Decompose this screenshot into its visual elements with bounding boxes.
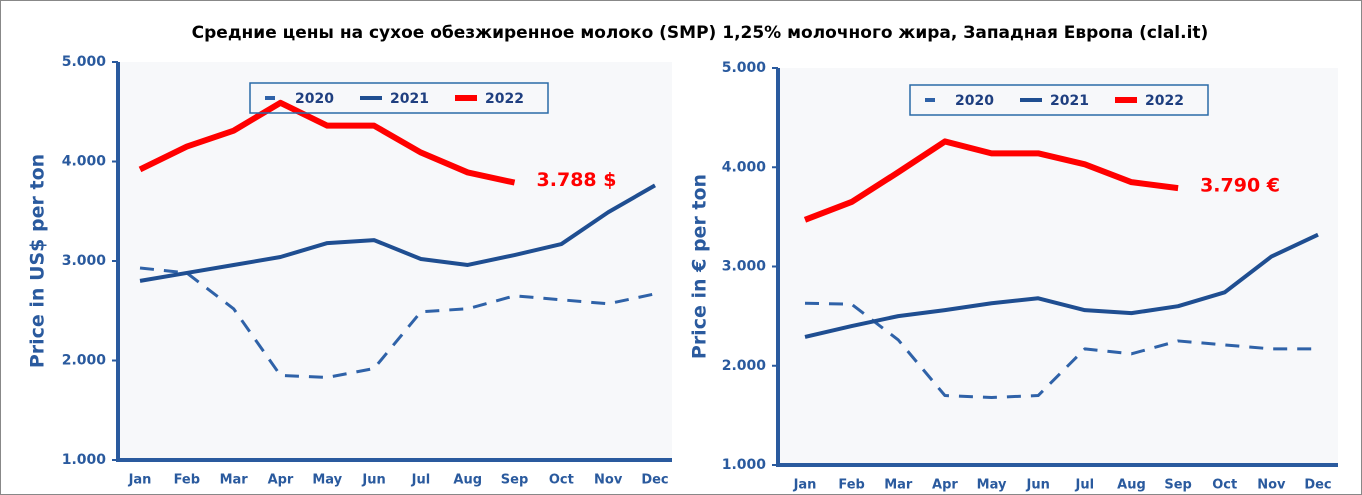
x-tick-label: May [977,478,1007,493]
legend-label: 2022 [485,91,524,107]
y-tick-label: 2.000 [722,358,767,374]
annotation: 3.790 € [1200,175,1280,197]
x-tick-label: Jan [128,473,152,488]
x-tick-label: Mar [220,473,249,488]
x-tick-label: Jan [793,478,817,493]
series-line [139,183,656,283]
x-tick-label: Nov [594,473,623,488]
x-tick-label: Dec [641,473,668,488]
series-line [804,301,1318,400]
legend-label: 2021 [390,91,429,107]
x-tick-label: Nov [1257,478,1286,493]
x-tick-label: Sep [1164,478,1192,493]
series-line [138,99,516,186]
plot-area [118,62,672,460]
y-tick-label: 1.000 [722,457,767,473]
legend-box [249,82,549,114]
x-tick-label: Apr [932,478,958,493]
x-tick-label: May [312,473,342,488]
y-axis-label: Price in US$ per ton [27,154,49,368]
y-tick-label: 5.000 [62,54,107,70]
y-tick-label: 4.000 [722,159,767,175]
legend-box [909,84,1209,116]
x-tick-label: Mar [884,478,913,493]
x-tick-label: Feb [174,473,200,488]
legend-label: 2020 [295,91,334,107]
legend-label: 2022 [1145,93,1184,109]
annotation: 3.788 $ [537,169,617,191]
y-tick-label: 2.000 [62,353,107,369]
y-tick-label: 3.000 [62,253,107,269]
y-axis-label: Price in € per ton [689,174,711,359]
plot-area [778,68,1338,465]
x-tick-label: Oct [1212,478,1237,493]
series-line [804,232,1319,339]
x-tick-label: Aug [453,473,482,488]
x-tick-label: Jul [411,473,431,488]
x-tick-label: Sep [501,473,529,488]
series-line [803,138,1179,223]
y-tick-label: 3.000 [722,259,767,275]
main-title: Средние цены на сухое обезжиренное молок… [192,23,1209,43]
x-tick-label: Jun [1026,478,1050,493]
y-tick-label: 1.000 [62,452,107,468]
series-line [139,266,656,379]
x-tick-label: Jun [361,473,385,488]
x-tick-label: Apr [268,473,294,488]
x-tick-label: Dec [1304,478,1331,493]
y-tick-label: 4.000 [62,154,107,170]
legend-label: 2020 [955,93,994,109]
x-tick-label: Jul [1075,478,1095,493]
y-tick-label: 5.000 [722,60,767,76]
x-tick-label: Feb [838,478,864,493]
x-tick-label: Aug [1117,478,1146,493]
legend-label: 2021 [1050,93,1089,109]
x-tick-label: Oct [549,473,574,488]
